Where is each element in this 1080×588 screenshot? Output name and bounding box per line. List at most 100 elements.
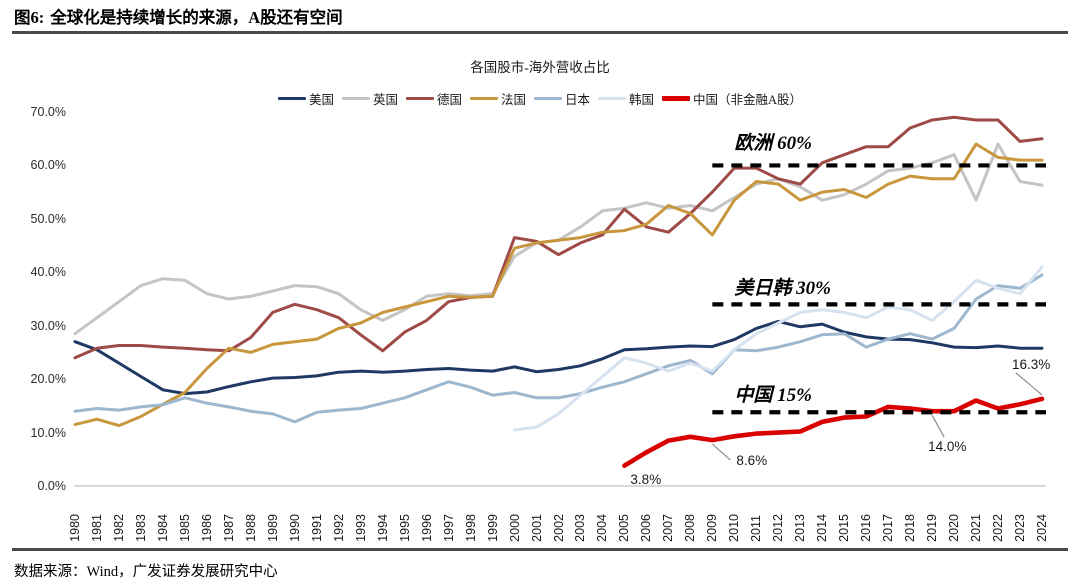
x-axis-tick-label: 2024 xyxy=(1035,514,1049,542)
x-axis-tick-label: 2001 xyxy=(529,514,544,542)
series-line-法国 xyxy=(73,142,1044,428)
legend-swatch-icon xyxy=(469,96,498,101)
legend-swatch-icon xyxy=(405,96,434,101)
x-axis-tick-label: 2003 xyxy=(573,514,588,542)
legend-item-4[interactable]: 日本 xyxy=(534,89,590,108)
x-axis-tick-label: 2012 xyxy=(771,514,786,542)
x-axis-tick-label: 2015 xyxy=(837,514,852,542)
data-point-label: 8.6% xyxy=(736,453,768,469)
x-axis-tick-label: 2019 xyxy=(925,514,940,542)
data-point-label: 14.0% xyxy=(928,439,967,455)
chart-annotation: 中国 15% xyxy=(734,384,812,406)
legend-item-0[interactable]: 美国 xyxy=(277,89,334,108)
legend-item-3[interactable]: 法国 xyxy=(469,89,526,108)
y-axis-tick-label: 40.0% xyxy=(30,265,66,280)
series-line-美国 xyxy=(73,319,1044,396)
y-axis-tick-label: 0.0% xyxy=(37,479,67,493)
plot-area: 0.0% 10.0% 20.0% 30.0% 40.0% 50.0% 60.0% 70.0% 1… xyxy=(0,34,1080,546)
x-axis-tick-label: 1986 xyxy=(199,514,214,542)
legend-label: 韩国 xyxy=(629,93,655,107)
y-axis-tick-label: 30.0% xyxy=(30,318,66,333)
x-axis-tick-label: 1980 xyxy=(68,514,82,542)
label-leader-line xyxy=(931,414,945,438)
x-axis-tick-label: 2020 xyxy=(947,514,962,542)
footer-divider xyxy=(12,548,1068,551)
x-axis-tick-label: 2014 xyxy=(815,514,830,542)
chart-title: 各国股市-海外营收占比 xyxy=(470,60,610,75)
x-axis-tick-label: 1984 xyxy=(155,514,170,542)
x-axis-tick-label: 1997 xyxy=(441,514,456,542)
series-line-日本 xyxy=(73,273,1044,424)
chart-annotation: 欧洲 60% xyxy=(734,133,812,155)
x-axis-tick-label: 1993 xyxy=(353,514,368,542)
x-axis-tick-label: 2022 xyxy=(991,514,1006,542)
x-axis-tick-label: 2010 xyxy=(727,514,742,542)
x-axis-tick-label: 2000 xyxy=(507,514,522,542)
x-axis-tick-label: 2009 xyxy=(705,514,720,542)
x-axis-tick-label: 1987 xyxy=(221,514,236,542)
x-axis-tick-label: 1982 xyxy=(111,514,126,542)
chart-legend: 美国 英国 德国 法国 日本 韩国 中国（非金融A股） xyxy=(0,89,1080,108)
x-axis-tick-label: 1991 xyxy=(309,514,324,542)
legend-label: 美国 xyxy=(308,93,334,107)
x-axis-tick-label: 1998 xyxy=(463,514,478,542)
legend-item-1[interactable]: 英国 xyxy=(341,89,398,108)
legend-swatch-icon xyxy=(277,96,306,101)
data-point-label: 3.8% xyxy=(630,471,662,487)
x-axis-tick-label: 1994 xyxy=(375,514,390,542)
x-axis-tick-label: 2011 xyxy=(749,515,764,542)
chart-annotation: 美日韩 30% xyxy=(734,277,831,299)
plot-svg xyxy=(73,115,1046,487)
x-axis-tick-label: 2008 xyxy=(683,514,698,542)
data-point-label: 16.3% xyxy=(1012,356,1051,372)
y-axis-tick-label: 60.0% xyxy=(30,158,66,173)
figure-footer: 数据来源：Wind，广发证券发展研究中心 xyxy=(14,556,1014,584)
x-axis-tick-label: 2021 xyxy=(969,514,984,542)
x-axis-tick-label: 2023 xyxy=(1013,514,1028,542)
x-axis-tick-label: 2018 xyxy=(903,514,918,542)
x-axis-tick-label: 1989 xyxy=(265,514,280,542)
series-line-德国 xyxy=(73,115,1044,360)
x-axis-tick-label: 1988 xyxy=(243,514,258,542)
x-axis-tick-label: 2004 xyxy=(595,514,610,542)
series-line-中国（非金融A股） xyxy=(622,396,1045,469)
legend-item-6[interactable]: 中国（非金融A股） xyxy=(662,89,802,108)
x-axis-tick-label: 1981 xyxy=(89,514,104,542)
source-note: 数据来源：Wind，广发证券发展研究中心 xyxy=(14,563,278,580)
legend-item-5[interactable]: 韩国 xyxy=(598,89,654,108)
x-axis-tick-label: 2017 xyxy=(881,514,896,542)
x-axis-tick-label: 2005 xyxy=(617,514,632,542)
y-axis-tick-label: 70.0% xyxy=(30,105,66,119)
legend-label: 日本 xyxy=(565,93,591,107)
series-line-韩国 xyxy=(513,265,1044,432)
legend-swatch-icon xyxy=(598,96,627,101)
y-axis-tick-label: 10.0% xyxy=(30,425,66,440)
legend-label: 法国 xyxy=(500,93,526,107)
x-axis-tick-label: 2006 xyxy=(639,514,654,542)
header-divider xyxy=(12,31,1068,34)
x-axis-tick-label: 1996 xyxy=(419,514,434,542)
x-axis-tick-label: 1990 xyxy=(287,514,302,542)
legend-label: 中国（非金融A股） xyxy=(693,93,803,107)
x-axis-tick-label: 1992 xyxy=(331,514,346,542)
x-axis-tick-label: 1995 xyxy=(397,514,412,542)
x-axis-tick-label: 2013 xyxy=(793,514,808,542)
x-axis-tick-label: 2007 xyxy=(661,514,676,542)
y-axis-tick-label: 50.0% xyxy=(30,211,66,226)
legend-item-2[interactable]: 德国 xyxy=(405,89,462,108)
x-axis-tick-label: 1985 xyxy=(177,514,192,542)
figure-title: 全球化是持续增长的来源，A股还有空间 xyxy=(50,8,343,27)
figure-header: 图6: 全球化是持续增长的来源，A股还有空间 xyxy=(0,0,1080,32)
label-leader-line xyxy=(711,443,731,461)
x-axis-tick-label: 2002 xyxy=(551,514,566,542)
legend-swatch-icon xyxy=(662,96,691,101)
figure-number: 图6: xyxy=(14,8,45,27)
x-axis-tick-label: 2016 xyxy=(859,514,874,542)
legend-label: 英国 xyxy=(372,93,398,107)
legend-label: 德国 xyxy=(436,93,462,107)
legend-swatch-icon xyxy=(341,96,370,101)
x-axis-tick-label: 1983 xyxy=(133,514,148,542)
y-axis-tick-label: 20.0% xyxy=(30,372,66,387)
legend-swatch-icon xyxy=(534,96,562,101)
